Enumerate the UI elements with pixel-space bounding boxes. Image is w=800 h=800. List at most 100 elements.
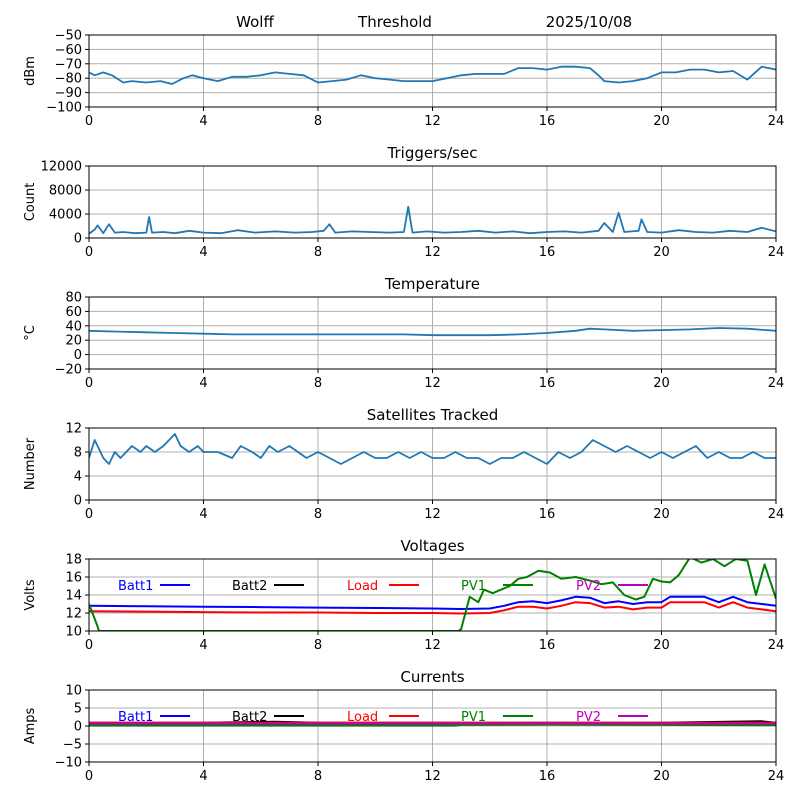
x-tick-label: 12 [424, 114, 441, 129]
series-group [89, 65, 776, 85]
y-tick-label: −20 [55, 363, 82, 378]
series-line [89, 433, 776, 465]
panel-title: Currents [400, 668, 464, 686]
legend-label-batt1: Batt1 [118, 710, 153, 725]
x-tick-label: 24 [768, 114, 785, 129]
y-tick-label: 14 [65, 589, 82, 604]
y-tick-label: 12000 [41, 160, 82, 175]
panel-3: 0 4 8 12 16 20 24 0 4 8 12 Number Satellites Tracked [23, 406, 784, 522]
y-tick-label: 5 [74, 702, 82, 717]
x-tick-label: 0 [85, 114, 93, 129]
x-tick-label: 12 [424, 376, 441, 391]
x-tick-label: 16 [539, 769, 556, 784]
series-line-load [89, 601, 776, 615]
legend-label-batt2: Batt2 [232, 579, 267, 594]
x-tick-label: 8 [314, 638, 322, 653]
plot-frame [88, 689, 777, 763]
x-tick-label: 4 [199, 507, 207, 522]
header-mode: Threshold [357, 13, 432, 31]
y-tick-label: 0 [74, 232, 82, 247]
y-axis-label: °C [23, 325, 38, 341]
y-tick-label: 10 [65, 625, 82, 640]
x-tick-label: 20 [653, 376, 670, 391]
series-line [89, 327, 776, 337]
series-line-pv1 [89, 559, 776, 631]
x-tick-label: 0 [85, 638, 93, 653]
y-tick-label: 10 [65, 684, 82, 699]
y-axis-label: dBm [23, 56, 38, 86]
y-tick-label: −10 [55, 756, 82, 771]
y-tick-label: −90 [55, 86, 82, 101]
x-tick-label: 0 [85, 376, 93, 391]
series-line [89, 65, 776, 85]
legend: Batt1 Batt2 Load PV1 PV2 [118, 579, 648, 594]
x-tick-label: 20 [653, 638, 670, 653]
series-group [89, 433, 776, 465]
y-tick-label: 0 [74, 494, 82, 509]
y-tick-label: −5 [63, 738, 82, 753]
y-tick-label: 4 [74, 470, 82, 485]
y-tick-label: 8000 [49, 184, 82, 199]
y-tick-label: −100 [46, 101, 82, 116]
series-group [89, 327, 776, 337]
legend-label-pv2: PV2 [576, 579, 601, 594]
figure-header: Wolff Threshold 2025/10/08 [236, 13, 632, 31]
x-tick-label: 20 [653, 114, 670, 129]
y-tick-label: −70 [55, 57, 82, 72]
x-tick-label: 4 [199, 638, 207, 653]
x-tick-label: 8 [314, 769, 322, 784]
legend-label-load: Load [347, 710, 378, 725]
series-line-pv1 [89, 723, 776, 727]
plot-frame [88, 558, 777, 632]
x-tick-label: 12 [424, 638, 441, 653]
plot-frame [88, 296, 777, 370]
y-tick-label: 8 [74, 446, 82, 461]
x-tick-label: 24 [768, 376, 785, 391]
legend-label-pv1: PV1 [461, 710, 486, 725]
x-tick-label: 12 [424, 245, 441, 260]
x-tick-label: 16 [539, 638, 556, 653]
y-tick-label: −80 [55, 72, 82, 87]
x-tick-label: 8 [314, 245, 322, 260]
x-tick-label: 16 [539, 114, 556, 129]
series-group [89, 559, 776, 631]
series-group [89, 205, 776, 235]
y-tick-label: 12 [65, 422, 82, 437]
x-tick-label: 24 [768, 245, 785, 260]
legend-label-batt2: Batt2 [232, 710, 267, 725]
x-tick-label: 0 [85, 769, 93, 784]
legend-label-pv1: PV1 [461, 579, 486, 594]
x-tick-label: 12 [424, 769, 441, 784]
panel-title: Voltages [400, 537, 464, 555]
x-tick-label: 8 [314, 376, 322, 391]
x-tick-label: 4 [199, 769, 207, 784]
y-tick-label: 80 [65, 291, 82, 306]
legend-label-load: Load [347, 579, 378, 594]
y-tick-label: 20 [65, 334, 82, 349]
x-tick-label: 0 [85, 507, 93, 522]
y-tick-label: −60 [55, 43, 82, 58]
header-station: Wolff [236, 13, 274, 31]
panel-title: Satellites Tracked [367, 406, 498, 424]
plot-frame [88, 165, 777, 239]
x-tick-label: 8 [314, 114, 322, 129]
y-tick-label: 12 [65, 607, 82, 622]
x-tick-label: 4 [199, 376, 207, 391]
y-axis-label: Amps [23, 707, 38, 744]
plot-frame [88, 427, 777, 501]
x-tick-label: 20 [653, 507, 670, 522]
y-axis-label: Count [23, 183, 38, 222]
y-axis-label: Volts [23, 579, 38, 611]
x-tick-label: 24 [768, 769, 785, 784]
legend-label-batt1: Batt1 [118, 579, 153, 594]
header-date: 2025/10/08 [546, 13, 632, 31]
legend-label-pv2: PV2 [576, 710, 601, 725]
panel-title: Temperature [384, 275, 480, 293]
x-tick-label: 16 [539, 376, 556, 391]
x-tick-label: 0 [85, 245, 93, 260]
x-tick-label: 24 [768, 507, 785, 522]
x-tick-label: 20 [653, 769, 670, 784]
